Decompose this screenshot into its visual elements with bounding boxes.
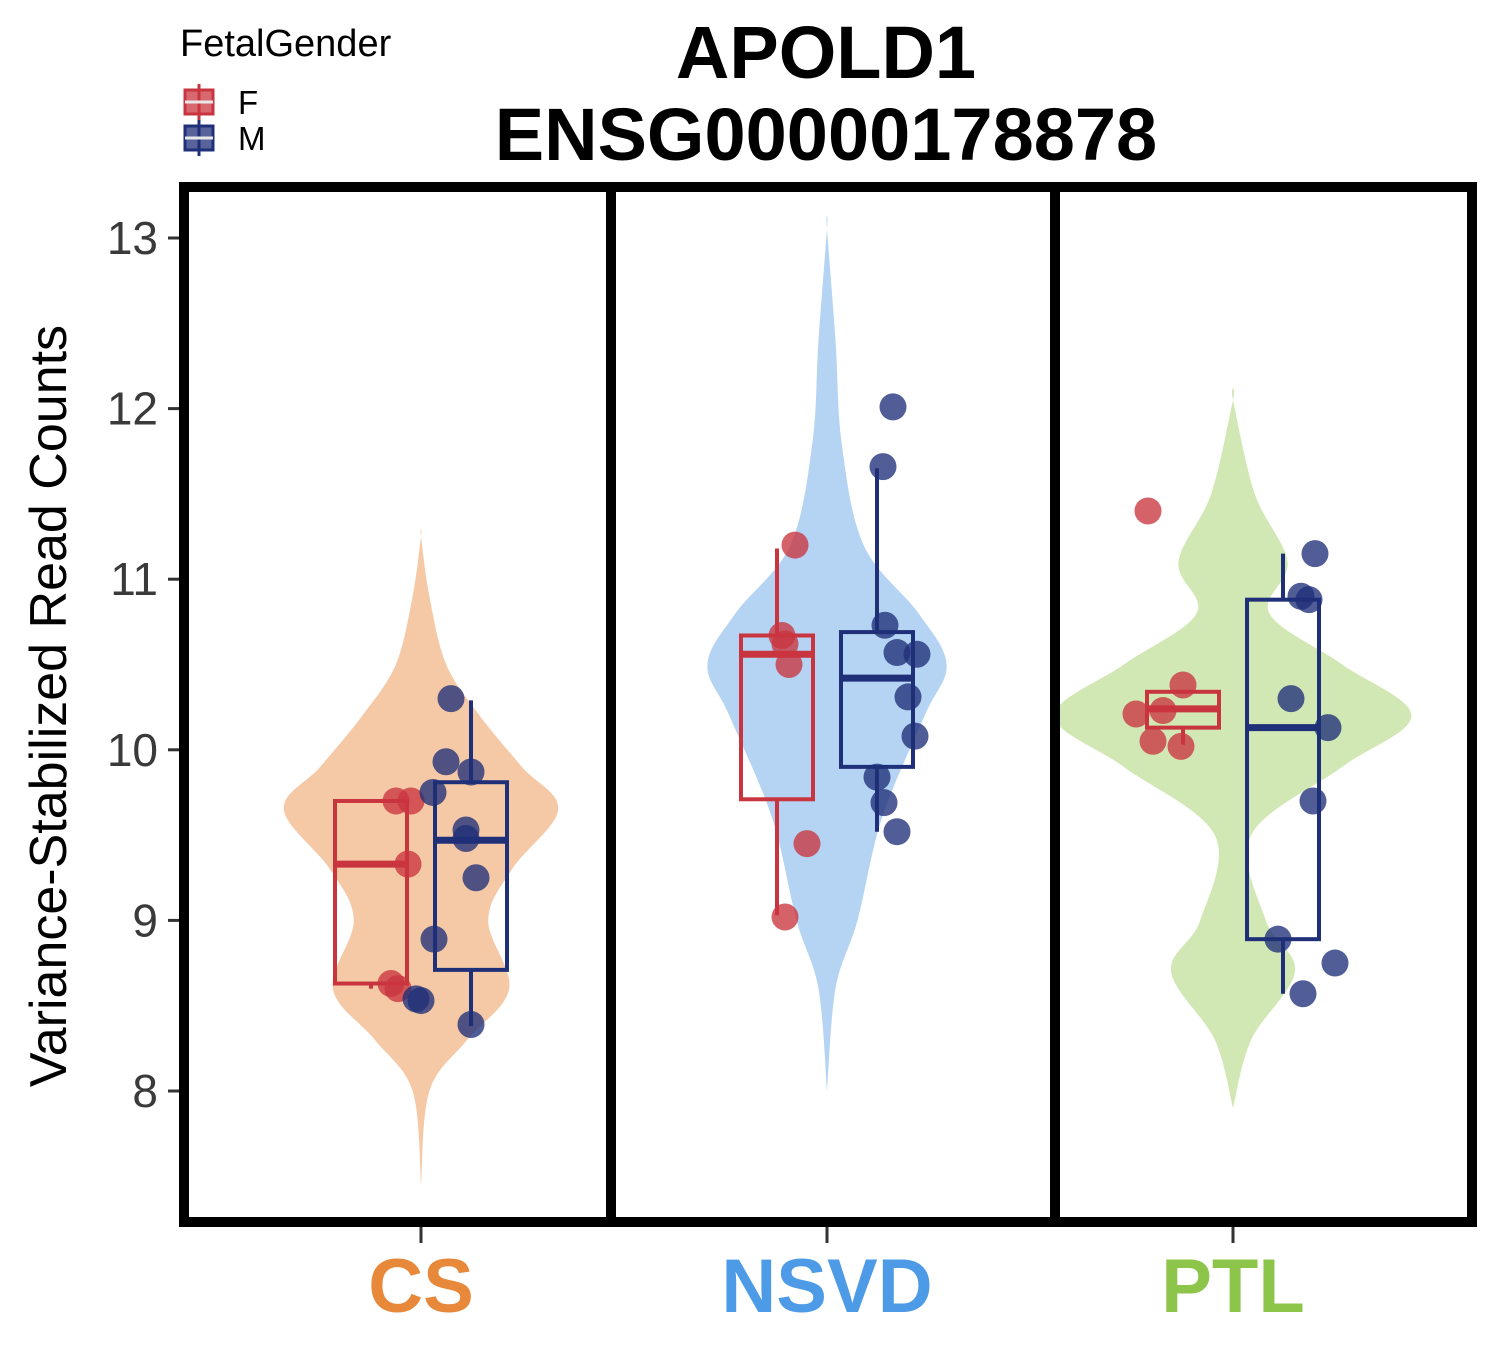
data-point-m xyxy=(901,722,929,750)
chart-title-line-1: APOLD1 xyxy=(676,11,976,94)
data-point-m xyxy=(1321,949,1349,977)
data-point-m xyxy=(462,864,490,892)
data-point-m xyxy=(1299,787,1327,815)
y-tick-label: 11 xyxy=(110,553,158,605)
data-point-f xyxy=(1134,497,1162,525)
data-point-m xyxy=(420,925,448,953)
data-point-f xyxy=(1122,700,1150,728)
x-tick-label-ptl: PTL xyxy=(1161,1244,1305,1329)
y-tick-label: 13 xyxy=(107,212,158,264)
data-point-f xyxy=(1167,732,1195,760)
data-point-m xyxy=(903,640,931,668)
data-point-m xyxy=(437,685,465,713)
data-point-m xyxy=(879,393,907,421)
data-point-m xyxy=(432,748,460,776)
data-point-f xyxy=(1149,697,1177,725)
x-axis: CS NSVD PTL xyxy=(368,1227,1305,1329)
panel-nsvd xyxy=(707,215,947,1091)
data-point-m xyxy=(869,453,897,481)
data-point-f xyxy=(775,651,803,678)
data-point-m xyxy=(1277,685,1305,713)
violin-nsvd xyxy=(707,215,947,1091)
panel-border xyxy=(1050,182,1477,1227)
data-point-m xyxy=(1289,980,1317,1008)
panel-ptl xyxy=(1054,388,1412,1109)
x-tick-label-nsvd: NSVD xyxy=(721,1244,932,1329)
y-tick-label: 12 xyxy=(107,383,158,435)
data-point-m xyxy=(894,683,922,711)
data-point-m xyxy=(457,758,485,786)
data-point-f xyxy=(781,531,809,559)
box-iqr xyxy=(333,798,409,986)
legend-title: FetalGender xyxy=(180,23,392,65)
data-point-m xyxy=(1301,540,1329,568)
data-point-m xyxy=(419,778,447,806)
data-point-m xyxy=(1264,925,1292,953)
data-point-m xyxy=(863,763,891,791)
data-point-m xyxy=(1295,586,1323,614)
legend-label-f: F xyxy=(238,84,258,121)
legend: FetalGender FM xyxy=(180,23,392,157)
violin-ptl xyxy=(1054,388,1412,1109)
data-point-m xyxy=(883,818,911,846)
data-point-m xyxy=(457,1010,485,1038)
data-point-f xyxy=(771,903,799,931)
x-tick-label-cs: CS xyxy=(368,1244,474,1329)
chart-title: APOLD1 ENSG00000178878 xyxy=(495,11,1157,176)
chart-title-line-2: ENSG00000178878 xyxy=(495,93,1157,176)
legend-label-m: M xyxy=(238,120,266,157)
data-point-m xyxy=(1314,714,1342,742)
data-point-f xyxy=(394,850,422,878)
data-point-m xyxy=(871,611,899,639)
data-point-f xyxy=(397,787,425,815)
data-point-m xyxy=(407,987,435,1015)
data-point-f xyxy=(1169,671,1197,699)
data-point-f xyxy=(793,830,821,858)
facet-panels xyxy=(179,182,1477,1227)
y-axis: 8 9 10 11 12 13 xyxy=(107,212,184,1117)
violin-cs xyxy=(283,529,559,1185)
data-point-f xyxy=(771,630,799,658)
data-point-m xyxy=(870,789,898,817)
y-tick-label: 8 xyxy=(132,1065,158,1117)
data-point-m xyxy=(452,825,480,853)
y-tick-label: 10 xyxy=(107,724,158,776)
data-point-f xyxy=(1139,727,1167,755)
data-point-m xyxy=(883,639,911,667)
legend-item-m: M xyxy=(183,120,266,157)
y-tick-label: 9 xyxy=(132,894,158,946)
panel-cs xyxy=(283,529,559,1185)
y-axis-label: Variance-Stabilized Read Counts xyxy=(20,325,78,1087)
legend-item-f: F xyxy=(183,84,258,121)
